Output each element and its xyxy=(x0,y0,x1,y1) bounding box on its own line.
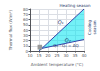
svg-text:40: 40 xyxy=(81,53,87,58)
svg-text:0: 0 xyxy=(25,48,28,54)
svg-text:50: 50 xyxy=(23,22,29,27)
svg-text:30: 30 xyxy=(23,33,29,38)
svg-text:Heating season: Heating season xyxy=(59,3,90,8)
svg-text:30: 30 xyxy=(63,53,69,58)
svg-text:Q₂ - Q₁ = ΔQ: Q₂ - Q₁ = ΔQ xyxy=(53,43,78,48)
svg-text:Thermal flux (W/m²): Thermal flux (W/m²) xyxy=(8,9,13,51)
svg-text:40: 40 xyxy=(23,28,29,33)
svg-text:35: 35 xyxy=(72,53,78,58)
svg-text:15: 15 xyxy=(36,53,42,58)
svg-text:10: 10 xyxy=(27,53,33,58)
svg-text:Q₂: Q₂ xyxy=(65,37,71,43)
svg-text:season: season xyxy=(92,20,97,35)
svg-text:Q₁: Q₁ xyxy=(58,19,64,25)
svg-text:20: 20 xyxy=(45,53,51,58)
svg-text:20: 20 xyxy=(23,38,29,43)
svg-text:80: 80 xyxy=(23,7,29,12)
svg-text:25: 25 xyxy=(54,53,60,58)
svg-text:Cooling: Cooling xyxy=(86,19,92,35)
svg-text:Ambient temperature (°C): Ambient temperature (°C) xyxy=(31,62,84,67)
svg-text:60: 60 xyxy=(23,17,29,22)
svg-text:70: 70 xyxy=(23,12,29,17)
svg-text:10: 10 xyxy=(23,43,29,48)
